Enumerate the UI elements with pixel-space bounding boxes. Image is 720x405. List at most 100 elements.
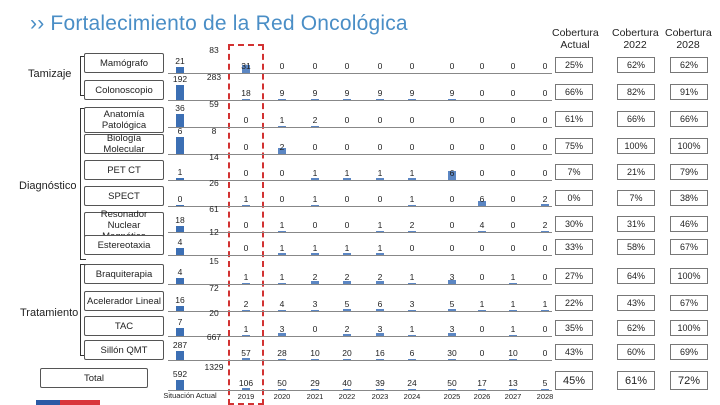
bar-year-resonador-nuclear-magnetico-7 bbox=[478, 231, 486, 232]
row-label-mamografo: Mamógrafo bbox=[84, 53, 164, 73]
value-year-pet-ct-8: 0 bbox=[510, 168, 516, 178]
bar-year-total-9 bbox=[541, 389, 549, 390]
bar-year-braquiterapia-1 bbox=[278, 283, 286, 284]
coverage-2022-resonador-nuclear-magnetico: 31% bbox=[617, 216, 655, 232]
value-year-tac-1: 3 bbox=[279, 324, 285, 334]
bar-year-colonoscopio-6 bbox=[448, 99, 456, 100]
value-year-resonador-nuclear-magnetico-5: 2 bbox=[409, 220, 415, 230]
bar-year-pet-ct-2 bbox=[311, 178, 319, 180]
coverage-2022-estereotaxia: 58% bbox=[617, 239, 655, 255]
value-year-anatomia-patologica-2: 2 bbox=[312, 115, 318, 125]
bar-year-anatomia-patologica-1 bbox=[278, 126, 286, 127]
row-baseline-pet-ct bbox=[168, 180, 552, 181]
value-year-mamografo-9: 0 bbox=[542, 61, 548, 71]
value-current-acelerador-lineal: 16 bbox=[175, 295, 185, 305]
footer-band-blue bbox=[36, 400, 60, 405]
bar-year-acelerador-lineal-1 bbox=[278, 310, 286, 311]
value-year-sillon-qmt-0: 57 bbox=[241, 348, 251, 358]
bar-current-acelerador-lineal bbox=[176, 306, 184, 311]
bar-year-acelerador-lineal-4 bbox=[376, 309, 384, 311]
bar-year-pet-ct-4 bbox=[376, 178, 384, 180]
value-year-braquiterapia-5: 1 bbox=[409, 272, 415, 282]
bar-year-tac-4 bbox=[376, 333, 384, 336]
bar-year-pet-ct-6 bbox=[448, 171, 456, 180]
bar-year-acelerador-lineal-2 bbox=[311, 310, 319, 311]
bar-year-tac-3 bbox=[343, 334, 351, 336]
value-year-pet-ct-2: 1 bbox=[312, 168, 318, 178]
value-year-estereotaxia-5: 0 bbox=[409, 243, 415, 253]
bar-year-braquiterapia-3 bbox=[343, 281, 351, 284]
bar-year-acelerador-lineal-6 bbox=[448, 309, 456, 311]
brace-tamizaje bbox=[80, 56, 86, 96]
value-target-colonoscopio: 283 bbox=[206, 72, 222, 82]
value-target-pet-ct: 14 bbox=[209, 152, 219, 162]
value-year-anatomia-patologica-8: 0 bbox=[510, 115, 516, 125]
row-label-anatomia-patologica: Anatomía Patológica bbox=[84, 107, 164, 133]
bar-year-total-4 bbox=[376, 389, 384, 390]
bar-year-spect-0 bbox=[242, 205, 250, 206]
year-label-2028: 2028 bbox=[536, 392, 554, 401]
value-year-braquiterapia-9: 0 bbox=[542, 272, 548, 282]
value-current-biologia-molecular: 6 bbox=[177, 126, 183, 136]
page-title: ›› Fortalecimiento de la Red Oncológica bbox=[30, 12, 408, 35]
value-year-tac-9: 0 bbox=[542, 324, 548, 334]
row-baseline-tac bbox=[168, 336, 552, 337]
value-year-spect-7: 6 bbox=[479, 194, 485, 204]
value-year-total-6: 50 bbox=[447, 378, 457, 388]
coverage-2022-anatomia-patologica: 66% bbox=[617, 111, 655, 127]
bar-year-acelerador-lineal-8 bbox=[509, 310, 517, 311]
value-year-biologia-molecular-0: 0 bbox=[243, 142, 249, 152]
header-cobertura-2028-line2: 2028 bbox=[676, 39, 700, 51]
header-cobertura-2022: Cobertura 2022 bbox=[612, 27, 659, 51]
bar-year-total-6 bbox=[448, 389, 456, 390]
value-year-pet-ct-5: 1 bbox=[409, 168, 415, 178]
value-year-tac-5: 1 bbox=[409, 324, 415, 334]
year-label-2023: 2023 bbox=[371, 392, 389, 401]
year-label-2024: 2024 bbox=[403, 392, 421, 401]
row-baseline-braquiterapia bbox=[168, 284, 552, 285]
coverage-2022-braquiterapia: 64% bbox=[617, 268, 655, 284]
row-baseline-estereotaxia bbox=[168, 255, 552, 256]
bar-current-estereotaxia bbox=[176, 248, 184, 255]
value-year-total-9: 5 bbox=[542, 378, 548, 388]
row-label-braquiterapia: Braquiterapia bbox=[84, 264, 164, 284]
value-year-acelerador-lineal-7: 1 bbox=[479, 299, 485, 309]
value-year-mamografo-0: 31 bbox=[241, 61, 251, 71]
row-baseline-sillon-qmt bbox=[168, 360, 552, 361]
value-year-resonador-nuclear-magnetico-6: 0 bbox=[449, 220, 455, 230]
bar-current-sillon-qmt bbox=[176, 351, 184, 360]
value-year-acelerador-lineal-5: 3 bbox=[409, 299, 415, 309]
coverage-2028-total: 72% bbox=[670, 371, 708, 390]
value-year-anatomia-patologica-9: 0 bbox=[542, 115, 548, 125]
coverage-2028-resonador-nuclear-magnetico: 46% bbox=[670, 216, 708, 232]
value-year-tac-8: 1 bbox=[510, 324, 516, 334]
bar-year-colonoscopio-1 bbox=[278, 99, 286, 100]
header-cobertura-2022-line2: 2022 bbox=[623, 39, 647, 51]
value-year-spect-0: 1 bbox=[243, 194, 249, 204]
bar-current-pet-ct bbox=[176, 178, 184, 180]
row-label-colonoscopio: Colonoscopio bbox=[84, 80, 164, 100]
group-label-tamizaje: Tamizaje bbox=[28, 68, 72, 80]
value-year-resonador-nuclear-magnetico-9: 2 bbox=[542, 220, 548, 230]
bar-year-total-5 bbox=[408, 389, 416, 390]
bar-year-estereotaxia-3 bbox=[343, 253, 351, 255]
coverage-actual-pet-ct: 7% bbox=[555, 164, 593, 180]
value-year-total-8: 13 bbox=[508, 378, 518, 388]
year-label-2021: 2021 bbox=[306, 392, 324, 401]
bar-year-tac-6 bbox=[448, 333, 456, 336]
bar-year-resonador-nuclear-magnetico-4 bbox=[376, 231, 384, 232]
value-year-colonoscopio-6: 9 bbox=[449, 88, 455, 98]
value-year-sillon-qmt-8: 10 bbox=[508, 348, 518, 358]
coverage-2028-tac: 100% bbox=[670, 320, 708, 336]
coverage-2028-mamografo: 62% bbox=[670, 57, 708, 73]
header-cobertura-actual-line1: Cobertura bbox=[552, 27, 599, 39]
value-year-anatomia-patologica-6: 0 bbox=[449, 115, 455, 125]
bar-year-spect-2 bbox=[311, 205, 319, 206]
value-year-acelerador-lineal-3: 5 bbox=[344, 299, 350, 309]
value-target-total: 1329 bbox=[204, 362, 224, 372]
coverage-actual-tac: 35% bbox=[555, 320, 593, 336]
brace-tratamiento bbox=[80, 264, 86, 356]
value-current-pet-ct: 1 bbox=[177, 167, 183, 177]
coverage-2022-spect: 7% bbox=[617, 190, 655, 206]
value-year-braquiterapia-4: 2 bbox=[377, 272, 383, 282]
